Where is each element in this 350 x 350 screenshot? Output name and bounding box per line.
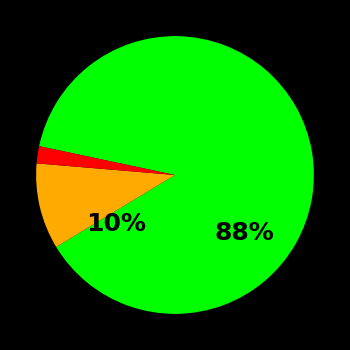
Wedge shape bbox=[36, 163, 175, 247]
Wedge shape bbox=[37, 146, 175, 175]
Text: 88%: 88% bbox=[214, 221, 274, 245]
Wedge shape bbox=[39, 36, 314, 314]
Text: 10%: 10% bbox=[86, 212, 147, 236]
